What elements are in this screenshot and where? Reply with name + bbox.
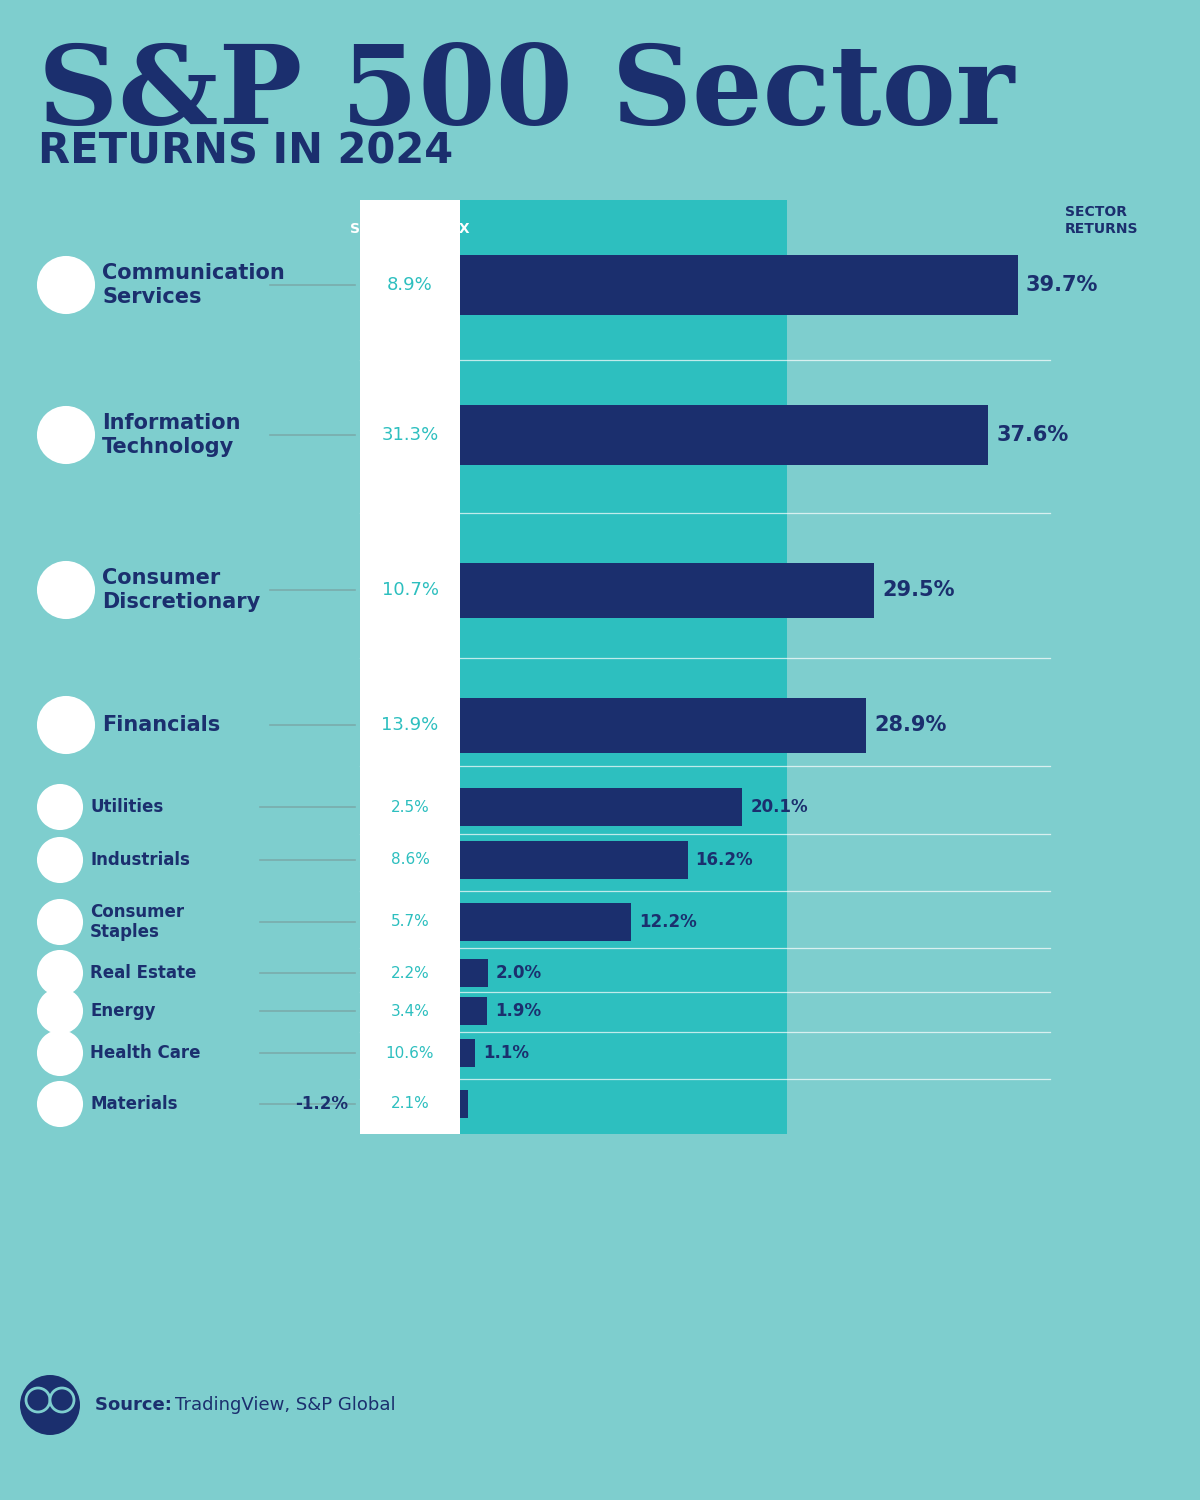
Text: 2.1%: 2.1% <box>391 1096 430 1112</box>
Text: 31.3%: 31.3% <box>382 426 439 444</box>
Circle shape <box>38 256 94 313</box>
Text: TradingView, S&P Global: TradingView, S&P Global <box>175 1396 396 1414</box>
Bar <box>460 200 787 1134</box>
Bar <box>460 903 631 940</box>
Text: Materials: Materials <box>90 1095 178 1113</box>
Text: 10.6%: 10.6% <box>385 1046 434 1060</box>
Bar <box>460 958 488 987</box>
Text: 8.9%: 8.9% <box>388 276 433 294</box>
Bar <box>460 842 688 879</box>
Circle shape <box>38 951 82 994</box>
Text: WEIGHT IN
S&P 500 INDEX: WEIGHT IN S&P 500 INDEX <box>350 206 470 237</box>
Text: 29.5%: 29.5% <box>882 580 955 600</box>
Text: Real Estate: Real Estate <box>90 964 197 982</box>
Bar <box>460 698 866 753</box>
Text: Information
Technology: Information Technology <box>102 414 240 456</box>
Text: Communication
Services: Communication Services <box>102 264 284 306</box>
Bar <box>460 788 743 826</box>
Text: S&P 500 Sector: S&P 500 Sector <box>38 40 1014 147</box>
Text: 10.7%: 10.7% <box>382 580 438 598</box>
Text: 2.2%: 2.2% <box>391 966 430 981</box>
Circle shape <box>38 900 82 944</box>
Circle shape <box>38 988 82 1033</box>
Text: S&P 500
RETURNS: S&P 500 RETURNS <box>584 206 662 237</box>
Circle shape <box>20 1376 80 1436</box>
Text: 1.1%: 1.1% <box>484 1044 529 1062</box>
Text: Source:: Source: <box>95 1396 178 1414</box>
Text: Consumer
Staples: Consumer Staples <box>90 903 184 942</box>
Bar <box>460 1090 468 1118</box>
Text: 3.4%: 3.4% <box>390 1004 430 1019</box>
Text: 2.0%: 2.0% <box>496 964 542 982</box>
Text: Health Care: Health Care <box>90 1044 200 1062</box>
Text: 12.2%: 12.2% <box>640 914 697 932</box>
Text: 23.3%: 23.3% <box>676 224 752 245</box>
Text: 39.7%: 39.7% <box>1026 274 1098 296</box>
Text: Energy: Energy <box>90 1002 156 1020</box>
Text: 16.2%: 16.2% <box>696 850 754 868</box>
Text: RETURNS IN 2024: RETURNS IN 2024 <box>38 130 454 172</box>
Text: 28.9%: 28.9% <box>874 716 947 735</box>
Circle shape <box>38 784 82 830</box>
Circle shape <box>38 698 94 753</box>
Text: 1.9%: 1.9% <box>494 1002 541 1020</box>
Text: 2.5%: 2.5% <box>391 800 430 814</box>
Text: 20.1%: 20.1% <box>750 798 808 816</box>
Bar <box>460 405 988 465</box>
Text: 37.6%: 37.6% <box>996 424 1068 445</box>
Circle shape <box>38 1082 82 1126</box>
Bar <box>460 562 875 618</box>
Text: Industrials: Industrials <box>90 850 190 868</box>
Circle shape <box>38 839 82 882</box>
Bar <box>360 200 460 1134</box>
Circle shape <box>38 1030 82 1075</box>
Bar <box>460 255 1018 315</box>
Bar <box>460 1040 475 1066</box>
Text: Financials: Financials <box>102 716 221 735</box>
Text: 8.6%: 8.6% <box>390 852 430 867</box>
Text: 13.9%: 13.9% <box>382 716 439 734</box>
Circle shape <box>38 406 94 463</box>
Text: SECTOR
RETURNS: SECTOR RETURNS <box>1066 206 1139 237</box>
Text: 5.7%: 5.7% <box>391 915 430 930</box>
Circle shape <box>26 1388 50 1411</box>
Bar <box>460 998 487 1024</box>
Text: -1.2%: -1.2% <box>295 1095 348 1113</box>
Circle shape <box>38 562 94 618</box>
Circle shape <box>50 1388 74 1411</box>
Text: Utilities: Utilities <box>90 798 163 816</box>
Text: Consumer
Discretionary: Consumer Discretionary <box>102 568 260 612</box>
